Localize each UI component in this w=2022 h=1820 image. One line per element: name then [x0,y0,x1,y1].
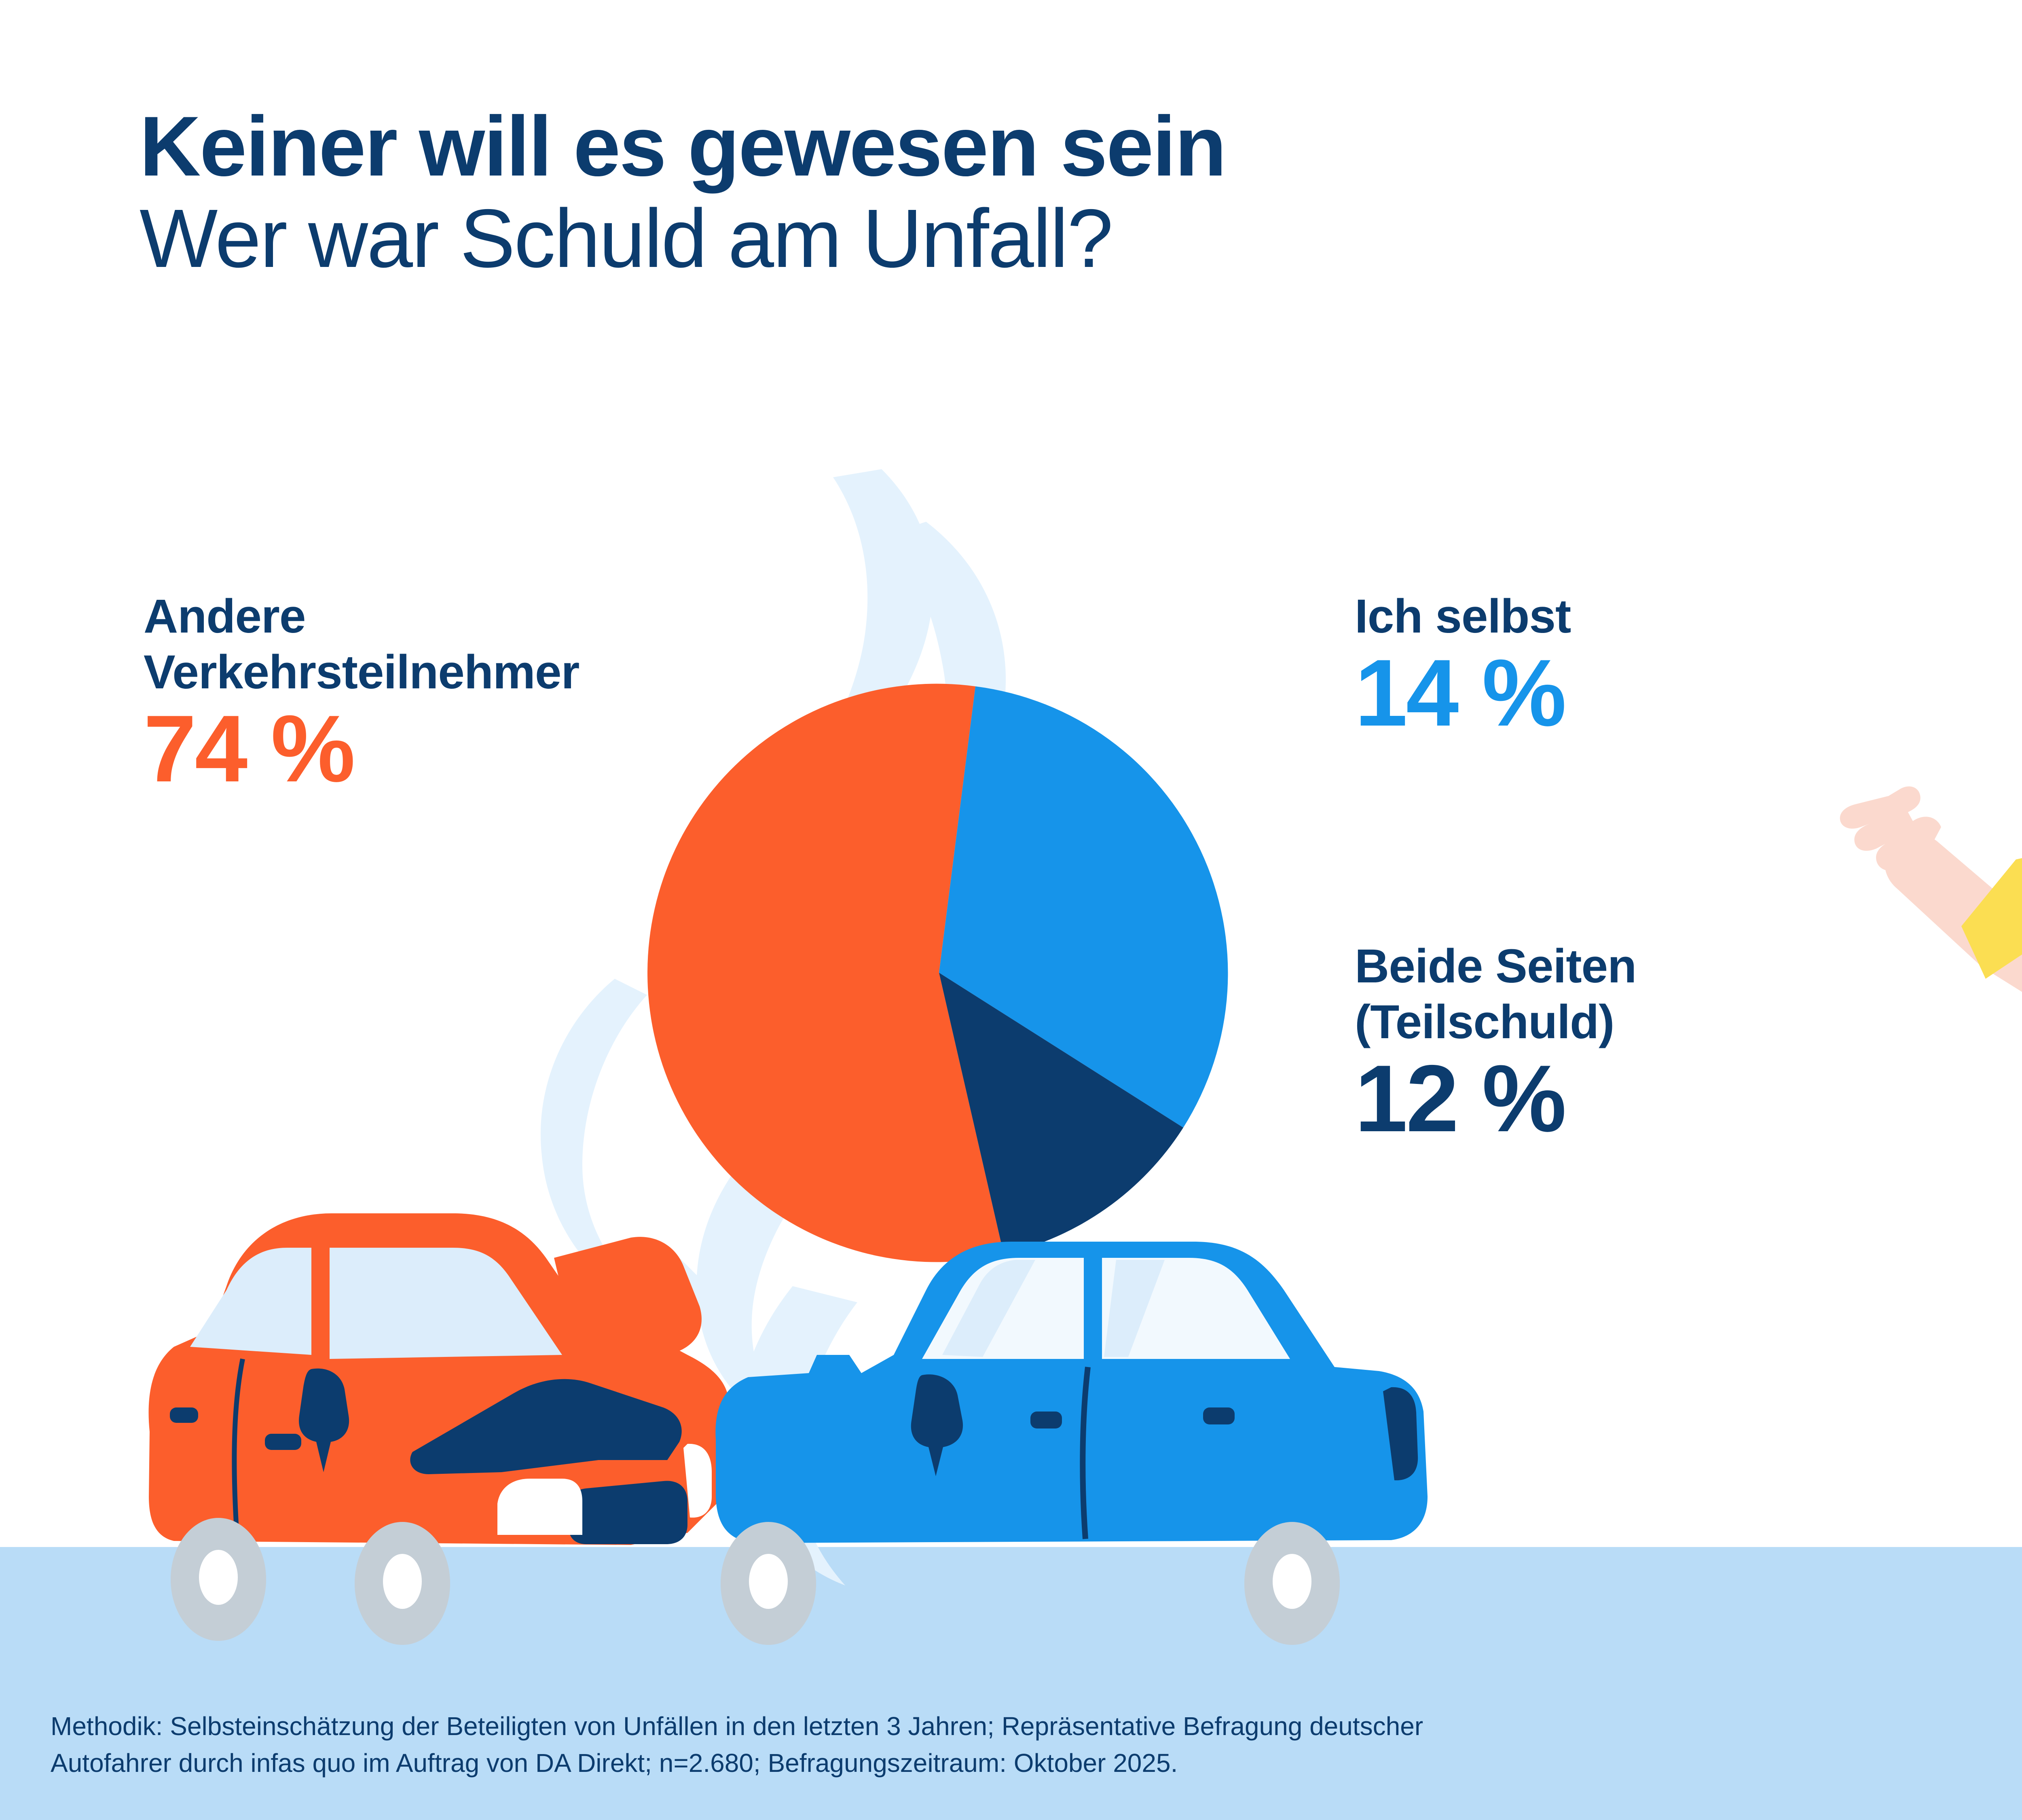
stat-beide-seiten: Beide Seiten (Teilschuld) 12 % [1355,938,1637,1152]
methodology-footnote: Methodik: Selbsteinschätzung der Beteili… [51,1712,1423,1778]
pie-slice-andere [647,684,1004,1262]
pie-chart [647,684,1228,1262]
stat-label-ich-selbst: Ich selbst [1355,590,1571,643]
page-subtitle: Wer war Schuld am Unfall? [140,192,1113,285]
pie-slice-ich-selbst [939,686,1228,1128]
stat-andere-verkehrsteilnehmer: Andere Verkehrsteilnehmer 74 % [144,588,580,802]
stat-value-andere: 74 % [144,695,355,802]
stat-label-andere: Andere Verkehrsteilnehmer [144,590,580,699]
title-block: Keiner will es gewesen sein Wer war Schu… [140,103,1838,288]
stat-value-beide-seiten: 12 % [1355,1045,1567,1152]
pie-slice-beide-seiten [939,973,1183,1254]
stat-label-beide-seiten: Beide Seiten (Teilschuld) [1355,940,1637,1049]
smoke-wisp-group [540,469,1006,1585]
stat-value-ich-selbst: 14 % [1355,639,1567,746]
stat-ich-selbst: Ich selbst 14 % [1355,588,1571,741]
page-title: Keiner will es gewesen sein [140,99,1227,194]
ground-band [0,1547,2022,1820]
